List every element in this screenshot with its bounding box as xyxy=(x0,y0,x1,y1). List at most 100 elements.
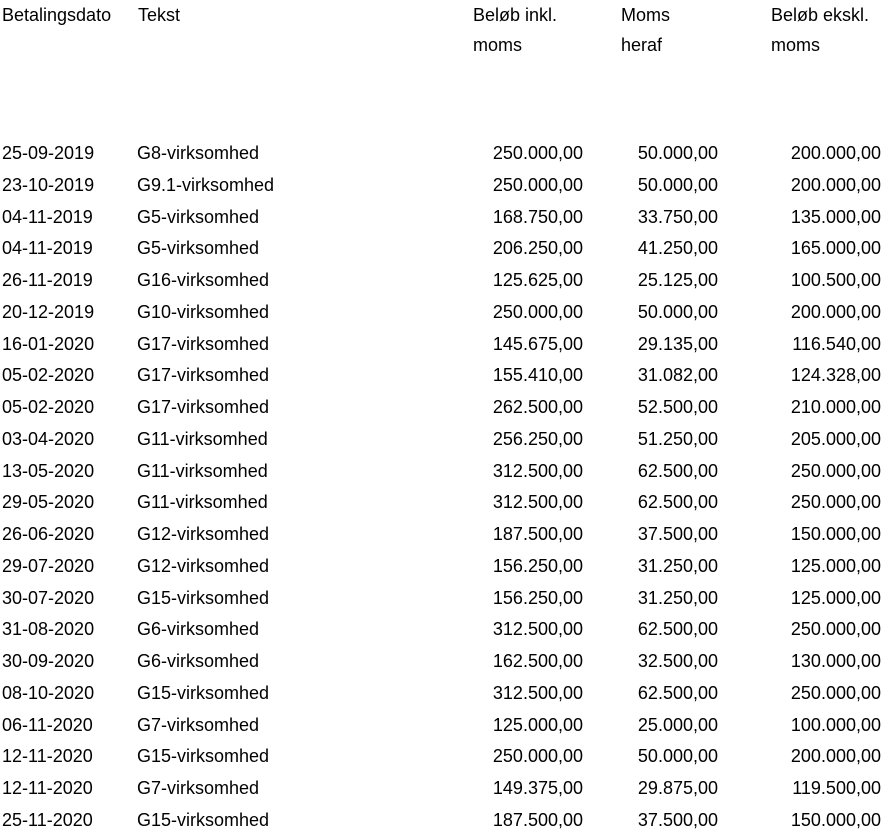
table-cell: 250.000,00 xyxy=(492,301,583,322)
table-cell: 156.250,00 xyxy=(492,587,583,608)
table-cell: 31.250,00 xyxy=(637,555,718,576)
table-cell: 250.000,00 xyxy=(790,619,881,640)
column-header: Beløb ekskl. moms xyxy=(771,5,870,55)
table-cell: 155.410,00 xyxy=(492,365,583,386)
table-cell: 165.000,00 xyxy=(790,238,881,259)
table-cell: 312.500,00 xyxy=(492,460,583,481)
table-cell: 187.500,00 xyxy=(492,524,583,545)
table-cell: 125.000,00 xyxy=(492,714,583,735)
table-cell: 312.500,00 xyxy=(492,682,583,703)
table-cell: G17-virksomhed xyxy=(137,333,270,354)
table-cell: 250.000,00 xyxy=(790,492,881,513)
table-cell: 29.875,00 xyxy=(637,778,718,799)
table-cell: 13-05-2020 xyxy=(2,460,95,481)
table-cell: 156.250,00 xyxy=(492,555,583,576)
table-cell: 200.000,00 xyxy=(790,174,881,195)
table-cell: 03-04-2020 xyxy=(2,428,95,449)
table-cell: 200.000,00 xyxy=(790,301,881,322)
table-cell: G11-virksomhed xyxy=(137,492,268,513)
table-cell: 162.500,00 xyxy=(492,651,583,672)
table-cell: 250.000,00 xyxy=(492,174,583,195)
table-cell: 119.500,00 xyxy=(792,778,881,799)
table-cell: 41.250,00 xyxy=(637,238,718,259)
table-cell: 25.000,00 xyxy=(637,714,718,735)
table-cell: 130.000,00 xyxy=(790,651,881,672)
table-cell: G11-virksomhed xyxy=(137,460,268,481)
table-cell: 29-07-2020 xyxy=(2,555,95,576)
table-cell: 124.328,00 xyxy=(790,365,881,386)
column-header: Beløb inkl. moms xyxy=(473,5,558,55)
table-cell: 16-01-2020 xyxy=(2,333,95,354)
column-header: Moms heraf xyxy=(621,5,670,55)
table-cell: G15-virksomhed xyxy=(137,682,270,703)
table-cell: G8-virksomhed xyxy=(137,143,260,163)
table-cell: 25-11-2020 xyxy=(2,809,93,830)
table-cell: 33.750,00 xyxy=(637,206,718,227)
table-cell: 50.000,00 xyxy=(637,746,718,767)
table-cell: 31-08-2020 xyxy=(2,619,95,640)
table-cell: 37.500,00 xyxy=(637,524,718,545)
table-cell: 06-11-2020 xyxy=(2,714,93,735)
table-cell: 25.125,00 xyxy=(637,270,718,291)
table-cell: G12-virksomhed xyxy=(137,555,270,576)
table-cell: G15-virksomhed xyxy=(137,809,270,830)
table-cell: 30-07-2020 xyxy=(2,587,95,608)
table-cell: G12-virksomhed xyxy=(137,524,270,545)
table-cell: 187.500,00 xyxy=(492,809,583,830)
table-cell: 25-09-2019 xyxy=(2,143,95,163)
column-header: Betalingsdato xyxy=(2,5,112,25)
table-cell: G5-virksomhed xyxy=(137,238,260,259)
table-cell: 125.000,00 xyxy=(790,555,881,576)
table-cell: 116.540,00 xyxy=(792,333,881,354)
table-cell: 205.000,00 xyxy=(790,428,881,449)
table-cell: 05-02-2020 xyxy=(2,365,95,386)
table-cell: 125.625,00 xyxy=(492,270,583,291)
table-cell: G6-virksomhed xyxy=(137,651,260,672)
table-cell: G5-virksomhed xyxy=(137,206,260,227)
table-cell: 312.500,00 xyxy=(492,619,583,640)
table-cell: 150.000,00 xyxy=(790,524,881,545)
table-cell: 135.000,00 xyxy=(790,206,881,227)
table-cell: 37.500,00 xyxy=(637,809,718,830)
table-cell: 31.250,00 xyxy=(637,587,718,608)
table-cell: G6-virksomhed xyxy=(137,619,260,640)
table-cell: 52.500,00 xyxy=(637,397,718,418)
table-cell: G11-virksomhed xyxy=(137,428,268,449)
table-cell: 29-05-2020 xyxy=(2,492,95,513)
table-cell: 150.000,00 xyxy=(790,809,881,830)
table-cell: 250.000,00 xyxy=(790,460,881,481)
table-cell: 29.135,00 xyxy=(637,333,718,354)
table-cell: 206.250,00 xyxy=(492,238,583,259)
table-cell: G15-virksomhed xyxy=(137,587,270,608)
table-cell: G17-virksomhed xyxy=(137,397,270,418)
table-cell: 250.000,00 xyxy=(492,143,583,163)
table-cell: 62.500,00 xyxy=(637,492,718,513)
table-cell: G16-virksomhed xyxy=(137,270,270,291)
table-cell: 210.000,00 xyxy=(790,397,881,418)
table-cell: 50.000,00 xyxy=(637,143,718,163)
table-cell: 04-11-2019 xyxy=(2,206,93,227)
table-cell: 26-11-2019 xyxy=(2,270,93,291)
table-cell: G9.1-virksomhed xyxy=(137,174,275,195)
table-cell: 200.000,00 xyxy=(790,746,881,767)
table-cell: G7-virksomhed xyxy=(137,778,260,799)
table-cell: 51.250,00 xyxy=(637,428,718,449)
table-cell: G10-virksomhed xyxy=(137,301,270,322)
table-cell: 312.500,00 xyxy=(492,492,583,513)
table-cell: 12-11-2020 xyxy=(2,778,93,799)
table-cell: 100.000,00 xyxy=(790,714,881,735)
table-cell: G17-virksomhed xyxy=(137,365,270,386)
table-cell: 50.000,00 xyxy=(637,174,718,195)
table-cell: 200.000,00 xyxy=(790,143,881,163)
table-cell: 145.675,00 xyxy=(492,333,583,354)
table-cell: 26-06-2020 xyxy=(2,524,95,545)
table-cell: 50.000,00 xyxy=(637,301,718,322)
table-cell: 100.500,00 xyxy=(790,270,881,291)
table-cell: 262.500,00 xyxy=(492,397,583,418)
table-cell: 05-02-2020 xyxy=(2,397,95,418)
table-cell: 62.500,00 xyxy=(637,619,718,640)
table-cell: 250.000,00 xyxy=(492,746,583,767)
table-cell: 149.375,00 xyxy=(492,778,583,799)
table-cell: 256.250,00 xyxy=(492,428,583,449)
table-cell: 31.082,00 xyxy=(637,365,718,386)
